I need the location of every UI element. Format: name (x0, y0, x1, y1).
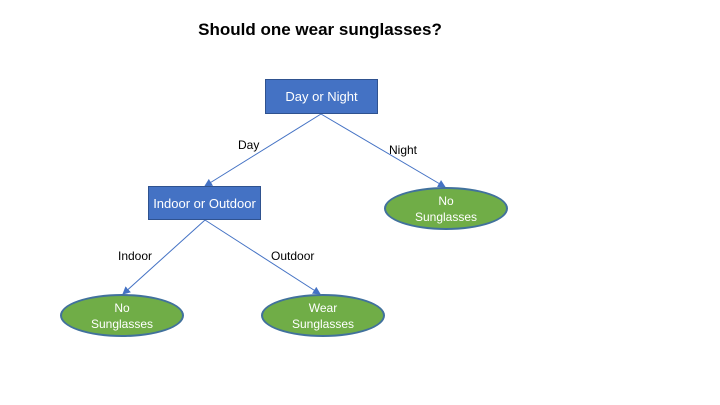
edge-label-night: Night (389, 143, 418, 157)
leaf-line-1: No (114, 300, 130, 315)
leaf-line-2: Sunglasses (291, 316, 355, 331)
edge-label-outdoor: Outdoor (271, 249, 315, 263)
leaf-indoor-no-sunglasses: No Sunglasses (60, 294, 184, 337)
edge-label-indoor: Indoor (118, 249, 153, 263)
edge-night (320, 113, 446, 188)
node-indoor-or-outdoor: Indoor or Outdoor (148, 186, 261, 220)
diagram-title: Should one wear sunglasses? (198, 20, 442, 39)
leaf-line-2: Sunglasses (414, 209, 478, 224)
edge-day (204, 113, 322, 187)
leaf-outdoor-wear-sunglasses: Wear Sunglasses (261, 294, 385, 337)
edge-indoor (122, 219, 206, 295)
edge-outdoor (204, 219, 321, 295)
leaf-line-1: Wear (308, 300, 338, 315)
leaf-line-1: No (438, 193, 454, 208)
edge-label-day: Day (238, 138, 260, 152)
node-day-or-night: Day or Night (265, 79, 378, 114)
leaf-night-no-sunglasses: No Sunglasses (384, 187, 508, 230)
leaf-line-2: Sunglasses (90, 316, 154, 331)
